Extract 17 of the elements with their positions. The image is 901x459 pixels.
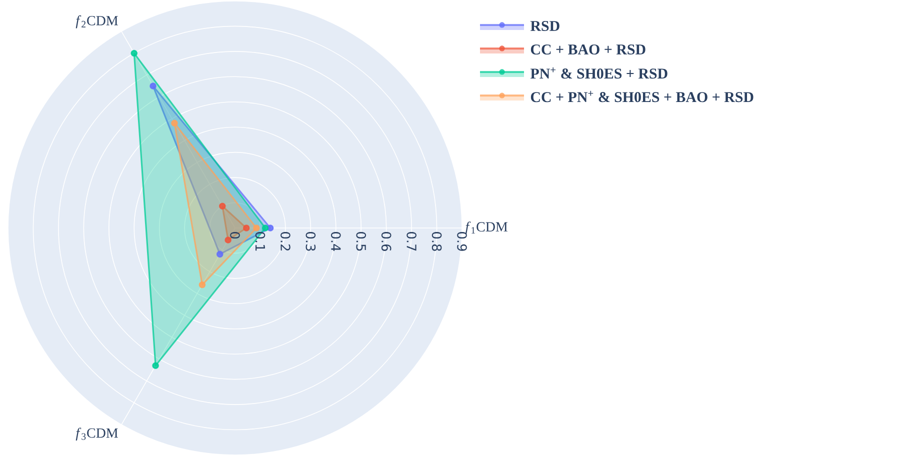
- y-tick-label: 0: [230, 232, 240, 239]
- y-tick-label: 0.1: [255, 232, 266, 251]
- legend-label: RSD: [530, 20, 560, 32]
- legend-label: PN$^{+}$ & SH0ES + RSD: [530, 67, 668, 79]
- y-tick-label: 0.9: [457, 232, 467, 251]
- y-tick-label: 0.7: [406, 232, 416, 251]
- spoke-label: f$_{3}$CDM: [76, 428, 118, 441]
- y-tick-label: 0.3: [306, 232, 316, 251]
- y-tick-label: 0.5: [356, 232, 366, 251]
- y-tick-label: 0.4: [331, 232, 341, 252]
- spoke-label: f$_{1}$CDM: [465, 222, 508, 234]
- legend-label: CC + BAO + RSD: [530, 44, 646, 55]
- y-tick-label: 0.2: [280, 232, 290, 250]
- legend-label: CC + PN$^{+}$ & SH0ES + BAO + RSD: [530, 90, 754, 102]
- y-tick-label: 0.6: [381, 232, 392, 251]
- spoke-label: f$_{2}$CDM: [76, 15, 118, 28]
- y-tick-label: 0.8: [432, 232, 442, 251]
